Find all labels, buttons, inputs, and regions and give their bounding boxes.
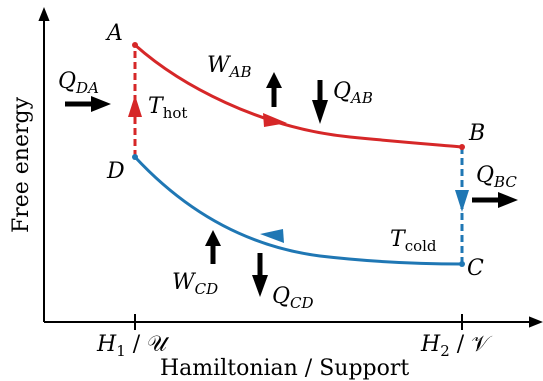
w-ab-up-arrow-icon: [266, 72, 282, 107]
label-w-cd: WCD: [172, 270, 218, 298]
hot-quench-arrow-icon: [128, 95, 142, 117]
hot-isotherm-curve: [134, 43, 463, 149]
q-da-right-arrow-icon: [65, 96, 111, 112]
tick-label-h1: H1 / 𝒰: [96, 332, 170, 360]
point-d-dot: [132, 154, 138, 160]
point-c-dot: [459, 261, 465, 267]
tick-label-h2: H2 / 𝒱: [420, 332, 493, 360]
label-q-cd: QCD: [272, 284, 314, 312]
q-bc-right-arrow-icon: [472, 192, 518, 208]
cold-isotherm-arrow-icon: [260, 229, 284, 243]
label-q-da: QDA: [58, 69, 99, 97]
point-label-a: A: [105, 21, 123, 46]
x-axis-label: Hamiltonian / Support: [160, 356, 409, 381]
label-q-ab: QAB: [333, 79, 373, 107]
label-w-ab: WAB: [207, 53, 251, 81]
point-label-c: C: [467, 256, 484, 281]
point-b-dot: [459, 144, 465, 150]
cold-quench-arrow-icon: [455, 190, 469, 212]
point-a-dot: [132, 42, 138, 48]
w-cd-up-arrow-icon: [205, 230, 221, 264]
hot-isotherm-arrow-icon: [263, 113, 287, 127]
label-q-bc: QBC: [476, 163, 517, 191]
point-label-b: B: [468, 121, 485, 146]
q-cd-down-arrow-icon: [252, 253, 268, 297]
y-axis-label: Free energy: [9, 96, 34, 233]
label-t-hot: Thot: [148, 94, 187, 122]
cold-isotherm-curve: [133, 155, 463, 266]
q-ab-down-arrow-icon: [312, 80, 328, 124]
point-label-d: D: [106, 159, 125, 184]
label-t-cold: Tcold: [390, 227, 437, 255]
